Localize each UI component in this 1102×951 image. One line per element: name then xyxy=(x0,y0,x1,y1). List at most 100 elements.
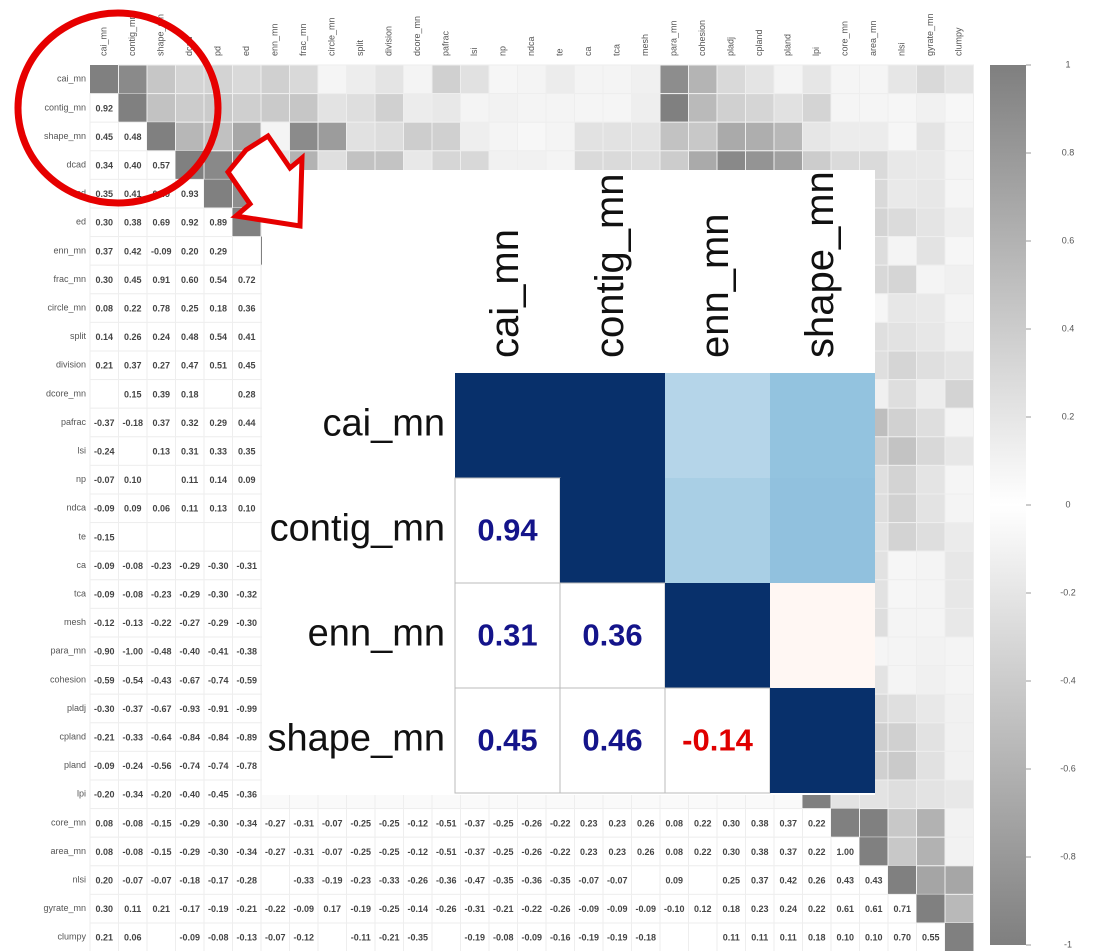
cell xyxy=(403,893,433,924)
cell-value: -0.30 xyxy=(208,561,229,571)
cell xyxy=(346,865,376,895)
colorbar-label: -0.4 xyxy=(1060,675,1076,685)
cell-value: -0.34 xyxy=(236,847,257,857)
shaded-cell xyxy=(374,93,404,123)
column-label: para_mn xyxy=(669,20,679,56)
cell-value: -0.33 xyxy=(293,875,314,885)
cell-value: 0.37 xyxy=(779,847,797,857)
cell-value: 0.29 xyxy=(209,246,227,256)
cell-value: 0.37 xyxy=(779,818,797,828)
shaded-cell xyxy=(916,464,946,495)
cell-value: -0.25 xyxy=(350,847,371,857)
cell-value: -0.30 xyxy=(208,818,229,828)
row-label: te xyxy=(78,531,86,541)
cell-value: -0.09 xyxy=(179,933,200,943)
cell-value: 0.47 xyxy=(181,361,199,371)
cell xyxy=(631,893,661,924)
cell-value: -0.29 xyxy=(179,847,200,857)
shaded-cell xyxy=(916,779,946,810)
inset-value: 0.94 xyxy=(477,513,538,548)
shaded-cell xyxy=(887,93,917,123)
cell-value: -0.15 xyxy=(151,847,172,857)
row-label: enn_mn xyxy=(53,245,86,255)
cell-value: -0.22 xyxy=(521,904,542,914)
cell-value: 0.37 xyxy=(751,875,769,885)
cell-value: 0.15 xyxy=(124,389,142,399)
shaded-cell xyxy=(944,121,974,152)
cell-value: 0.92 xyxy=(95,103,113,113)
cell-value: -0.90 xyxy=(94,647,115,657)
cell-value: 0.37 xyxy=(124,361,142,371)
column-label: dcad xyxy=(184,36,194,56)
shaded-cell xyxy=(574,64,604,95)
cell-value: -0.40 xyxy=(179,790,200,800)
cell xyxy=(289,836,319,867)
cell-value: 0.22 xyxy=(694,818,712,828)
cell xyxy=(631,922,661,951)
cell-value: -0.16 xyxy=(550,933,571,943)
shaded-cell xyxy=(859,64,889,95)
cell-value: -0.19 xyxy=(322,875,343,885)
row-label: para_mn xyxy=(50,646,86,656)
cell-value: 0.89 xyxy=(209,218,227,228)
shaded-cell xyxy=(118,64,148,95)
cell-value: -0.48 xyxy=(151,647,172,657)
cell-value: -0.07 xyxy=(607,875,628,885)
cell-value: 0.69 xyxy=(152,218,170,228)
cell xyxy=(232,893,262,924)
cell-value: 0.23 xyxy=(580,847,598,857)
cell xyxy=(374,893,404,924)
cell-value: -0.34 xyxy=(122,790,143,800)
cell-value: 0.31 xyxy=(181,446,199,456)
shaded-cell xyxy=(887,64,917,95)
cell-value: -0.09 xyxy=(293,904,314,914)
cell-value: -0.09 xyxy=(521,933,542,943)
shaded-cell xyxy=(887,836,917,867)
column-label: pland xyxy=(783,34,793,56)
cell xyxy=(260,893,290,924)
cell-value: 0.22 xyxy=(124,303,142,313)
row-label: area_mn xyxy=(50,846,86,856)
shaded-cell xyxy=(289,121,319,152)
shaded-cell xyxy=(887,121,917,152)
cell-value: -0.51 xyxy=(436,847,457,857)
diagonal-cell xyxy=(118,93,147,123)
cell-value: 0.25 xyxy=(181,303,199,313)
shaded-cell xyxy=(545,121,575,152)
cell-value: 0.18 xyxy=(209,303,227,313)
row-label: pafrac xyxy=(61,417,87,427)
cell-value: 0.21 xyxy=(152,904,170,914)
cell xyxy=(89,236,119,266)
shaded-cell xyxy=(887,407,917,438)
cell-value: -0.19 xyxy=(607,933,628,943)
row-label: frac_mn xyxy=(53,274,86,284)
cell-value: -0.12 xyxy=(293,933,314,943)
shaded-cell xyxy=(916,722,946,752)
cell-value: 0.45 xyxy=(124,275,142,285)
cell-value: 0.43 xyxy=(865,875,883,885)
shaded-cell xyxy=(916,236,946,266)
cell-value: -0.84 xyxy=(208,732,229,742)
cell-value: -0.51 xyxy=(436,818,457,828)
cell-value: -0.08 xyxy=(208,933,229,943)
inset-cell xyxy=(559,582,666,689)
cell xyxy=(118,636,148,667)
cell-value: 0.11 xyxy=(780,933,797,943)
cell-value: 0.08 xyxy=(665,818,683,828)
shaded-cell xyxy=(488,64,518,95)
cell-value: -0.21 xyxy=(493,904,514,914)
shaded-cell xyxy=(745,64,775,95)
cell-value: -0.32 xyxy=(236,589,257,599)
shaded-cell xyxy=(916,379,946,409)
shaded-cell xyxy=(802,64,832,95)
colorbar xyxy=(990,65,1026,945)
cell-value: -0.43 xyxy=(151,675,172,685)
cell-value: -0.45 xyxy=(208,790,229,800)
cell-value: -0.30 xyxy=(208,847,229,857)
column-label: dcore_mn xyxy=(412,16,422,56)
shaded-cell xyxy=(944,779,974,810)
cell-value: -0.26 xyxy=(550,904,571,914)
cell-value: -0.22 xyxy=(550,818,571,828)
cell xyxy=(118,321,148,352)
row-label: clumpy xyxy=(57,932,86,942)
